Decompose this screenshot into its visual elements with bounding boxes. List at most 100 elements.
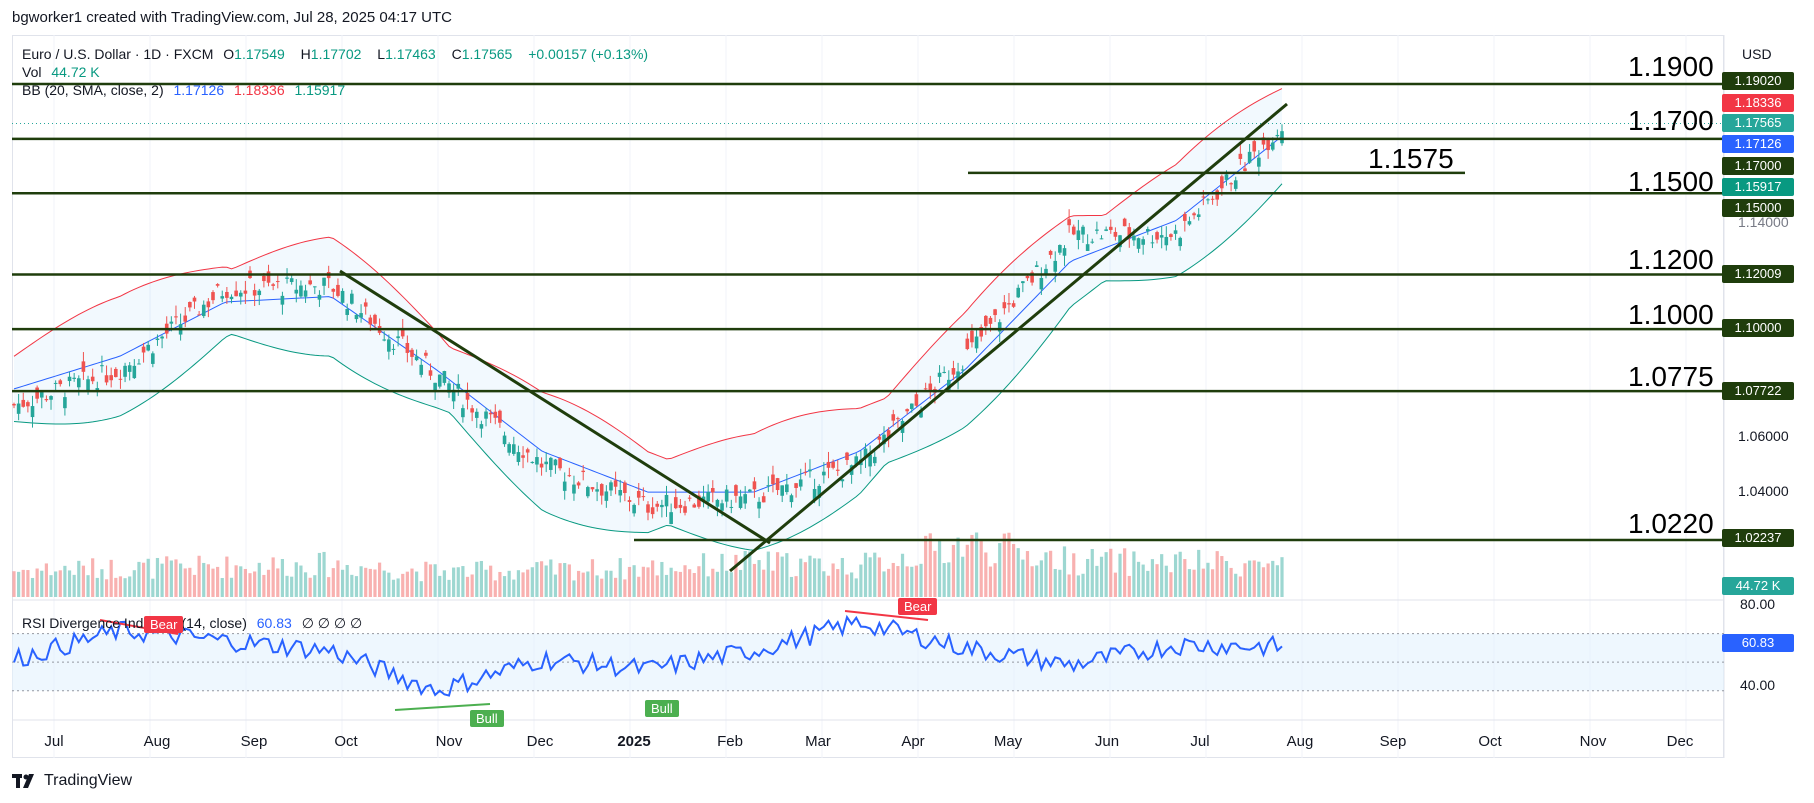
volume-bar (1155, 564, 1159, 597)
candle-body (646, 504, 650, 513)
candle-body (1252, 141, 1257, 152)
candle-body (1266, 137, 1270, 151)
volume-bar (660, 561, 664, 597)
volume-bar (461, 566, 465, 597)
volume-bar (86, 575, 90, 597)
candle-body (229, 296, 234, 300)
candle-body (525, 449, 530, 453)
volume-bar (854, 578, 858, 597)
candle-body (1025, 275, 1030, 279)
volume-bar (683, 565, 687, 597)
volume-bar (308, 577, 312, 597)
volume-bar (165, 556, 169, 597)
volume-bar (493, 580, 497, 597)
candle-body (1243, 168, 1247, 171)
volume-bar (26, 570, 30, 597)
candle-body (451, 389, 456, 402)
candle-body (1261, 137, 1266, 145)
volume-bar (993, 563, 997, 597)
candle-body (535, 457, 539, 465)
time-tick: Jun (1094, 733, 1120, 750)
candle-body (257, 290, 262, 296)
candle-body (919, 409, 923, 418)
bb-label: BB (20, SMA, close, 2) (22, 82, 164, 98)
volume-bar (410, 568, 414, 597)
bear-divergence-badge: Bear (144, 616, 184, 633)
candle-body (771, 474, 775, 485)
candle-body (442, 371, 447, 383)
candle-body (650, 507, 655, 515)
volume-bar (1072, 553, 1076, 597)
volume-bar (368, 568, 372, 597)
candle-body (757, 501, 761, 509)
volume-bar (914, 565, 919, 597)
rsi-legend[interactable]: RSI Divergence Indicator (14, close) 60.… (22, 615, 368, 632)
volume-bar (1002, 533, 1006, 597)
candle-body (201, 304, 206, 317)
volume-bar (905, 566, 909, 597)
candle-body (1280, 131, 1284, 144)
volume-bar (1095, 565, 1099, 597)
candle-body (808, 469, 812, 472)
volume-bar (734, 554, 738, 597)
candle-body (1016, 287, 1021, 298)
candle-body (160, 336, 164, 339)
volume-bar (77, 560, 81, 597)
candle-body (854, 456, 859, 465)
candle-body (1233, 180, 1238, 189)
candle-body (803, 471, 808, 473)
symbol-legend[interactable]: Euro / U.S. Dollar · 1D · FXCM O1.17549 … (22, 46, 654, 62)
price-tag-10000: 1.10000 (1722, 319, 1794, 337)
volume-bar (1238, 576, 1242, 597)
candle-body (609, 482, 613, 491)
time-tick: Aug (143, 733, 171, 750)
currency-label[interactable]: USD (1742, 46, 1772, 62)
volume-bar (21, 569, 25, 597)
candle-body (49, 396, 53, 400)
candle-body (414, 356, 419, 361)
candle-body (923, 388, 928, 390)
candle-body (826, 461, 831, 468)
volume-bar (276, 568, 280, 597)
volume-bar (1011, 544, 1016, 597)
volume-bar (1049, 550, 1053, 597)
volume-bar (419, 581, 423, 597)
tradingview-logo[interactable]: TradingView (12, 772, 132, 790)
volume-bar (1113, 572, 1118, 597)
candle-body (294, 289, 299, 294)
candle-body (336, 284, 340, 296)
volume-bar (965, 544, 969, 597)
time-tick: Oct (1478, 733, 1502, 750)
bb-legend[interactable]: BB (20, SMA, close, 2) 1.17126 1.18336 1… (22, 82, 351, 98)
candle-body (109, 375, 113, 381)
candle-body (530, 461, 535, 463)
volume-bar (58, 570, 62, 597)
volume-bar (1192, 569, 1196, 597)
volume-bar (1187, 569, 1192, 597)
candle-body (243, 290, 248, 294)
volume-bar (942, 563, 946, 597)
candle-body (1210, 198, 1215, 200)
candle-body (590, 487, 595, 490)
candle-body (720, 503, 724, 511)
volume-bar (789, 576, 794, 597)
bb-lower-line (13, 183, 1283, 551)
candle-body (262, 275, 266, 282)
candle-body (197, 314, 201, 316)
volume-bar (155, 557, 160, 597)
candle-body (433, 382, 437, 392)
volume-value: 44.72 K (51, 64, 100, 80)
volume-bar (54, 571, 58, 597)
volume-bar (317, 552, 322, 597)
volume-bar (146, 558, 150, 597)
candle-body (1192, 213, 1196, 216)
candle-body (636, 491, 641, 498)
volume-bar (192, 574, 197, 597)
volume-bar (692, 573, 696, 597)
volume-bar (442, 570, 446, 597)
volume-legend[interactable]: Vol 44.72 K (22, 64, 106, 80)
volume-bar (775, 552, 780, 597)
volume-bar (627, 566, 632, 597)
candle-body (947, 379, 951, 391)
